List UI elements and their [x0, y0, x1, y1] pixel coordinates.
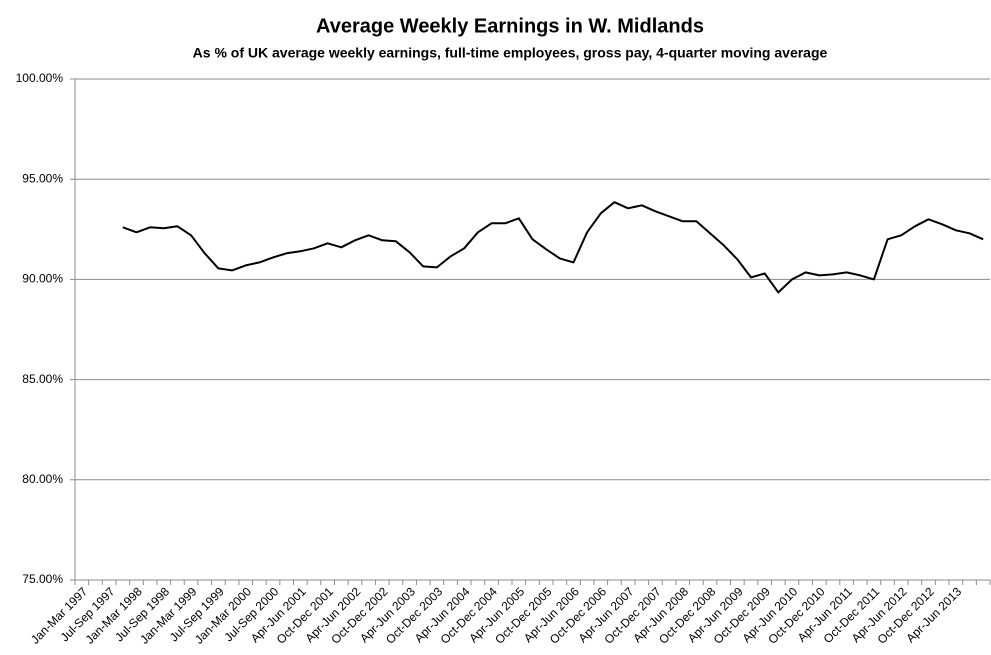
y-tick-label: 100.00%: [16, 71, 64, 85]
y-tick-label: 85.00%: [22, 372, 63, 386]
chart-subtitle: As % of UK average weekly earnings, full…: [193, 45, 828, 61]
y-tick-label: 75.00%: [22, 572, 63, 586]
chart-title: Average Weekly Earnings in W. Midlands: [316, 15, 704, 37]
y-tick-label: 80.00%: [22, 472, 63, 486]
y-tick-label: 95.00%: [22, 171, 63, 185]
y-tick-label: 90.00%: [22, 272, 63, 286]
line-series: [122, 201, 984, 294]
